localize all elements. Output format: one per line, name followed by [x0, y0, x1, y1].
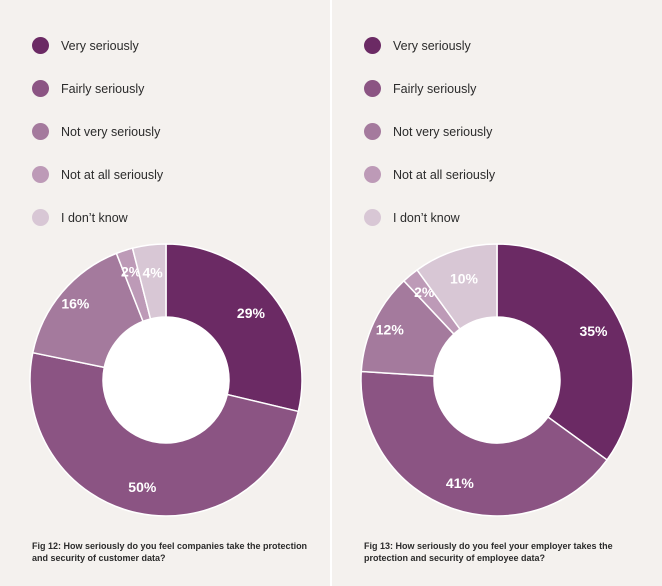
- donut-slice-5: [131, 243, 167, 320]
- legend-swatch-dont-know: [32, 209, 49, 226]
- legend-swatch-dont-know: [364, 209, 381, 226]
- legend-label: I don’t know: [393, 210, 460, 225]
- legend-label: Not at all seriously: [393, 167, 496, 182]
- legend-label: I don’t know: [61, 210, 128, 225]
- donut-slice-1: [496, 243, 634, 461]
- legend-item-very-seriously: Very seriously: [364, 24, 495, 67]
- legend-swatch-very-seriously: [364, 37, 381, 54]
- legend-swatch-fairly-seriously: [364, 80, 381, 97]
- chart-panel-fig12: Very seriously Fairly seriously Not very…: [0, 0, 330, 586]
- legend-swatch-not-very-seriously: [32, 123, 49, 140]
- legend-label: Very seriously: [393, 38, 471, 53]
- legend: Very seriously Fairly seriously Not very…: [32, 24, 163, 239]
- slice-value-label: 12%: [376, 322, 405, 338]
- legend-item-not-very-seriously: Not very seriously: [364, 110, 495, 153]
- slice-value-label: 29%: [237, 305, 266, 321]
- legend-label: Fairly seriously: [61, 81, 145, 96]
- slice-value-label: 50%: [128, 479, 157, 495]
- figure-caption: Fig 13: How seriously do you feel your e…: [364, 541, 613, 563]
- slice-value-label: 41%: [446, 475, 475, 491]
- legend-item-fairly-seriously: Fairly seriously: [32, 67, 163, 110]
- donut-slice-2: [29, 351, 300, 517]
- legend: Very seriously Fairly seriously Not very…: [364, 24, 495, 239]
- slice-value-label: 10%: [450, 270, 479, 286]
- slice-value-label: 35%: [579, 323, 608, 339]
- slice-value-label: 4%: [142, 265, 163, 281]
- figure-caption: Fig 12: How seriously do you feel compan…: [32, 541, 308, 563]
- legend-swatch-not-at-all-seriously: [364, 166, 381, 183]
- panel-divider: [330, 0, 332, 586]
- slice-value-label: 2%: [121, 263, 142, 279]
- legend-label: Fairly seriously: [393, 81, 477, 96]
- chart-panel-fig13: Very seriously Fairly seriously Not very…: [332, 0, 662, 586]
- legend-item-not-very-seriously: Not very seriously: [32, 110, 163, 153]
- legend-swatch-very-seriously: [32, 37, 49, 54]
- legend-label: Very seriously: [61, 38, 139, 53]
- legend-label: Not at all seriously: [61, 167, 164, 182]
- donut-slice-2: [360, 370, 609, 517]
- legend-label: Not very seriously: [393, 124, 493, 139]
- donut-hole: [434, 317, 560, 443]
- legend-swatch-not-very-seriously: [364, 123, 381, 140]
- legend-item-dont-know: I don’t know: [32, 196, 163, 239]
- legend-item-very-seriously: Very seriously: [32, 24, 163, 67]
- donut-chart-fig13: 35%41%12%2%10%: [360, 243, 634, 517]
- donut-chart-fig12: 29% 50% 16% 2% 4%: [29, 243, 303, 517]
- legend-swatch-not-at-all-seriously: [32, 166, 49, 183]
- legend-item-not-at-all-seriously: Not at all seriously: [364, 153, 495, 196]
- legend-label: Not very seriously: [61, 124, 161, 139]
- legend-item-not-at-all-seriously: Not at all seriously: [32, 153, 163, 196]
- donut-hole: [103, 317, 229, 443]
- legend-swatch-fairly-seriously: [32, 80, 49, 97]
- slice-value-label: 16%: [61, 296, 90, 312]
- donut-slice-5: [416, 243, 498, 331]
- legend-item-fairly-seriously: Fairly seriously: [364, 67, 495, 110]
- legend-item-dont-know: I don’t know: [364, 196, 495, 239]
- donut-slice-1: [165, 243, 303, 413]
